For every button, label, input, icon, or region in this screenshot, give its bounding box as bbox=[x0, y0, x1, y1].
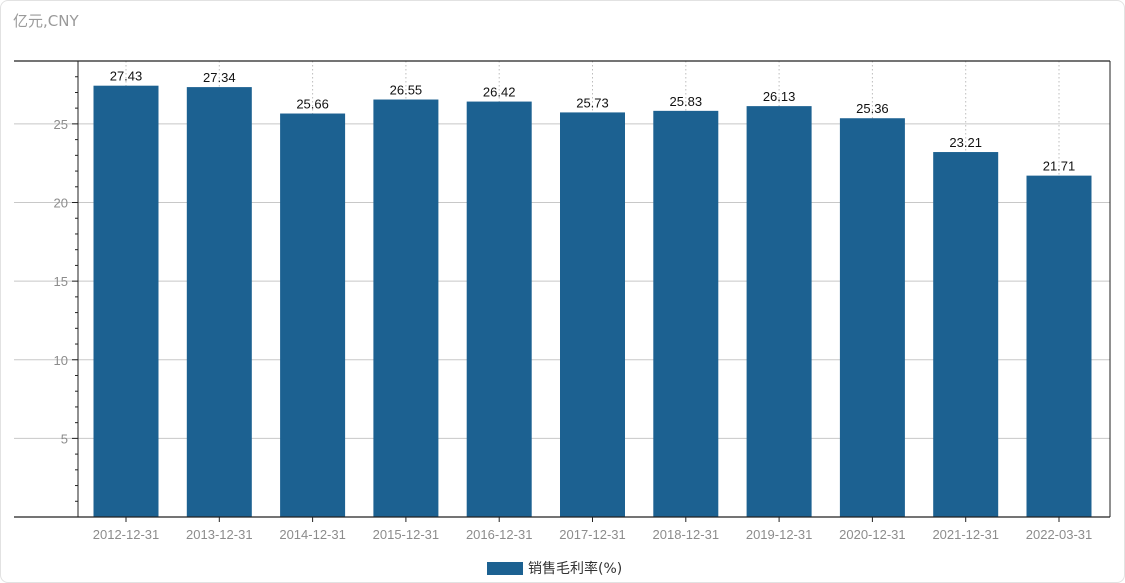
x-tick-label: 2020-12-31 bbox=[839, 527, 906, 542]
x-tick-label: 2012-12-31 bbox=[93, 527, 160, 542]
x-tick-label: 2015-12-31 bbox=[373, 527, 440, 542]
bar[interactable] bbox=[560, 112, 625, 517]
x-tick-label: 2013-12-31 bbox=[186, 527, 253, 542]
data-label: 27.43 bbox=[110, 69, 143, 84]
data-label: 26.55 bbox=[390, 83, 423, 98]
x-tick-label: 2019-12-31 bbox=[746, 527, 813, 542]
x-tick-label: 2018-12-31 bbox=[653, 527, 720, 542]
bar-layer bbox=[93, 85, 1092, 518]
x-tick-label: 2021-12-31 bbox=[932, 527, 999, 542]
bar[interactable] bbox=[1026, 175, 1092, 517]
data-label: 25.73 bbox=[576, 95, 609, 110]
x-tick-label: 2017-12-31 bbox=[559, 527, 626, 542]
data-label: 23.21 bbox=[949, 135, 982, 150]
data-label: 26.42 bbox=[483, 85, 516, 100]
data-label: 26.13 bbox=[763, 89, 796, 104]
data-label: 25.36 bbox=[856, 101, 889, 116]
bar[interactable] bbox=[280, 113, 346, 518]
x-tick-label: 2014-12-31 bbox=[279, 527, 346, 542]
x-tick-label: 2016-12-31 bbox=[466, 527, 533, 542]
bar[interactable] bbox=[93, 85, 159, 518]
label-layer: 27.43 27.34 25.66 26.55 26.42 25.73 25.83 26.13… bbox=[54, 69, 1093, 542]
legend-label: 销售毛利率(%) bbox=[528, 561, 623, 577]
bar[interactable] bbox=[933, 152, 999, 517]
y-tick-label: 15 bbox=[54, 274, 68, 289]
data-label: 27.34 bbox=[203, 70, 236, 85]
unit-label: 亿元,CNY bbox=[13, 12, 79, 30]
bar[interactable] bbox=[466, 101, 532, 518]
y-tick-label: 10 bbox=[54, 353, 68, 368]
data-label: 25.66 bbox=[296, 97, 329, 112]
y-tick-label: 5 bbox=[61, 431, 68, 446]
bar[interactable] bbox=[746, 106, 812, 518]
legend[interactable]: 销售毛利率(%) bbox=[487, 558, 622, 578]
bar[interactable] bbox=[373, 99, 439, 517]
y-tick-label: 20 bbox=[54, 196, 68, 211]
data-label: 25.83 bbox=[670, 94, 703, 109]
data-label: 21.71 bbox=[1043, 159, 1076, 174]
legend-swatch bbox=[487, 561, 523, 575]
bar[interactable] bbox=[186, 87, 252, 518]
y-tick-label: 25 bbox=[54, 117, 68, 132]
bar[interactable] bbox=[653, 110, 719, 517]
x-tick-label: 2022-03-31 bbox=[1026, 527, 1093, 542]
bar[interactable] bbox=[839, 118, 905, 517]
axis-layer bbox=[14, 60, 1111, 522]
